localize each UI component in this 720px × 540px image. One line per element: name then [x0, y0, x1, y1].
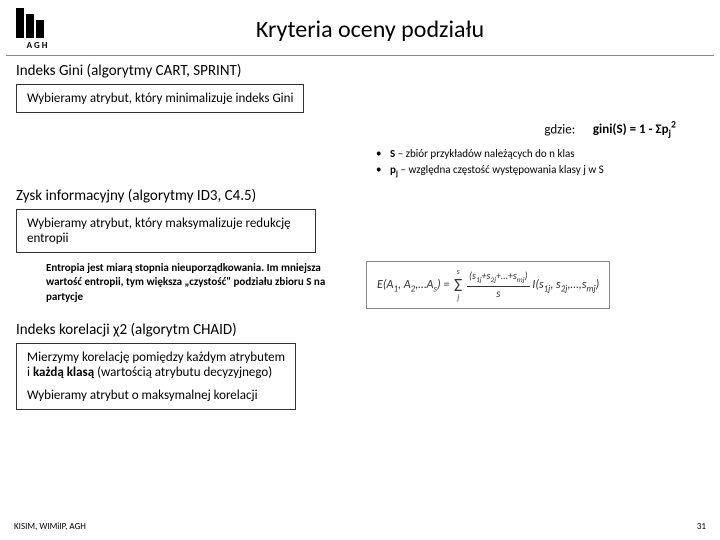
slide-title: Kryteria oceny podziału [76, 15, 704, 44]
section3-heading-pre: Indeks korelacji [16, 321, 113, 339]
gini-bullet-1: • S – zbiór przykładów należących do n k… [376, 146, 704, 163]
slide-header: AGH Kryteria oceny podziału [0, 0, 720, 55]
section1-heading: Indeks Gini (algorytmy CART, SPRINT) [16, 62, 704, 80]
section3-line1a: Mierzymy korelację pomiędzy każdym atryb… [27, 350, 285, 365]
gini-formula-block: gdzie: gini(S) = 1 - Σpj2 [16, 119, 704, 140]
section3-line1d: (wartością atrybutu decyzyjnego) [94, 365, 272, 380]
section3-line2: Wybieramy atrybut o maksymalnej korelacj… [27, 388, 258, 403]
section3-heading-post: 2 (algorytm CHAID) [119, 321, 236, 339]
gini-gdzie: gdzie: [544, 122, 575, 137]
logo-text: AGH [16, 40, 60, 51]
page-number: 31 [697, 521, 706, 532]
section1-box: Wybieramy atrybut, który minimalizuje in… [16, 84, 304, 113]
entropy-formula: E(A1, A2,…As) = sΣj (s1j+s2j+…+smj)s I(s… [366, 261, 610, 309]
gini-formula: gdzie: gini(S) = 1 - Σpj2 [544, 122, 676, 137]
section3-line1c: każdą klasą [33, 365, 94, 380]
gini-bullets: • S – zbiór przykładów należących do n k… [376, 146, 704, 181]
agh-logo: AGH [16, 8, 60, 51]
entropy-note: Entropia jest miarą stopnia nieuporządko… [16, 261, 346, 304]
logo-bars-icon [16, 8, 60, 38]
gini-equation: gini(S) = 1 - Σpj2 [593, 122, 676, 137]
gini-b2-text: – względna częstość występowania klasy j… [398, 163, 604, 176]
title-rule [6, 55, 714, 56]
section3-heading: Indeks korelacji χ2 (algorytm CHAID) [16, 321, 704, 339]
gini-bullet-2: • pj – względna częstość występowania kl… [376, 162, 704, 181]
section2-box: Wybieramy atrybut, który maksymalizuje r… [16, 209, 316, 253]
gini-b2-sym: pj [390, 163, 398, 176]
section3-box: Mierzymy korelację pomiędzy każdym atryb… [16, 343, 296, 410]
gini-b1-text: – zbiór przykładów należących do n klas [395, 147, 574, 160]
footer-text: KISIM, WIMiIP, AGH [14, 521, 86, 532]
entropy-row: Entropia jest miarą stopnia nieuporządko… [16, 261, 704, 309]
slide-content: Indeks Gini (algorytmy CART, SPRINT) Wyb… [0, 62, 720, 410]
section2-heading: Zysk informacyjny (algorytmy ID3, C4.5) [16, 187, 704, 205]
